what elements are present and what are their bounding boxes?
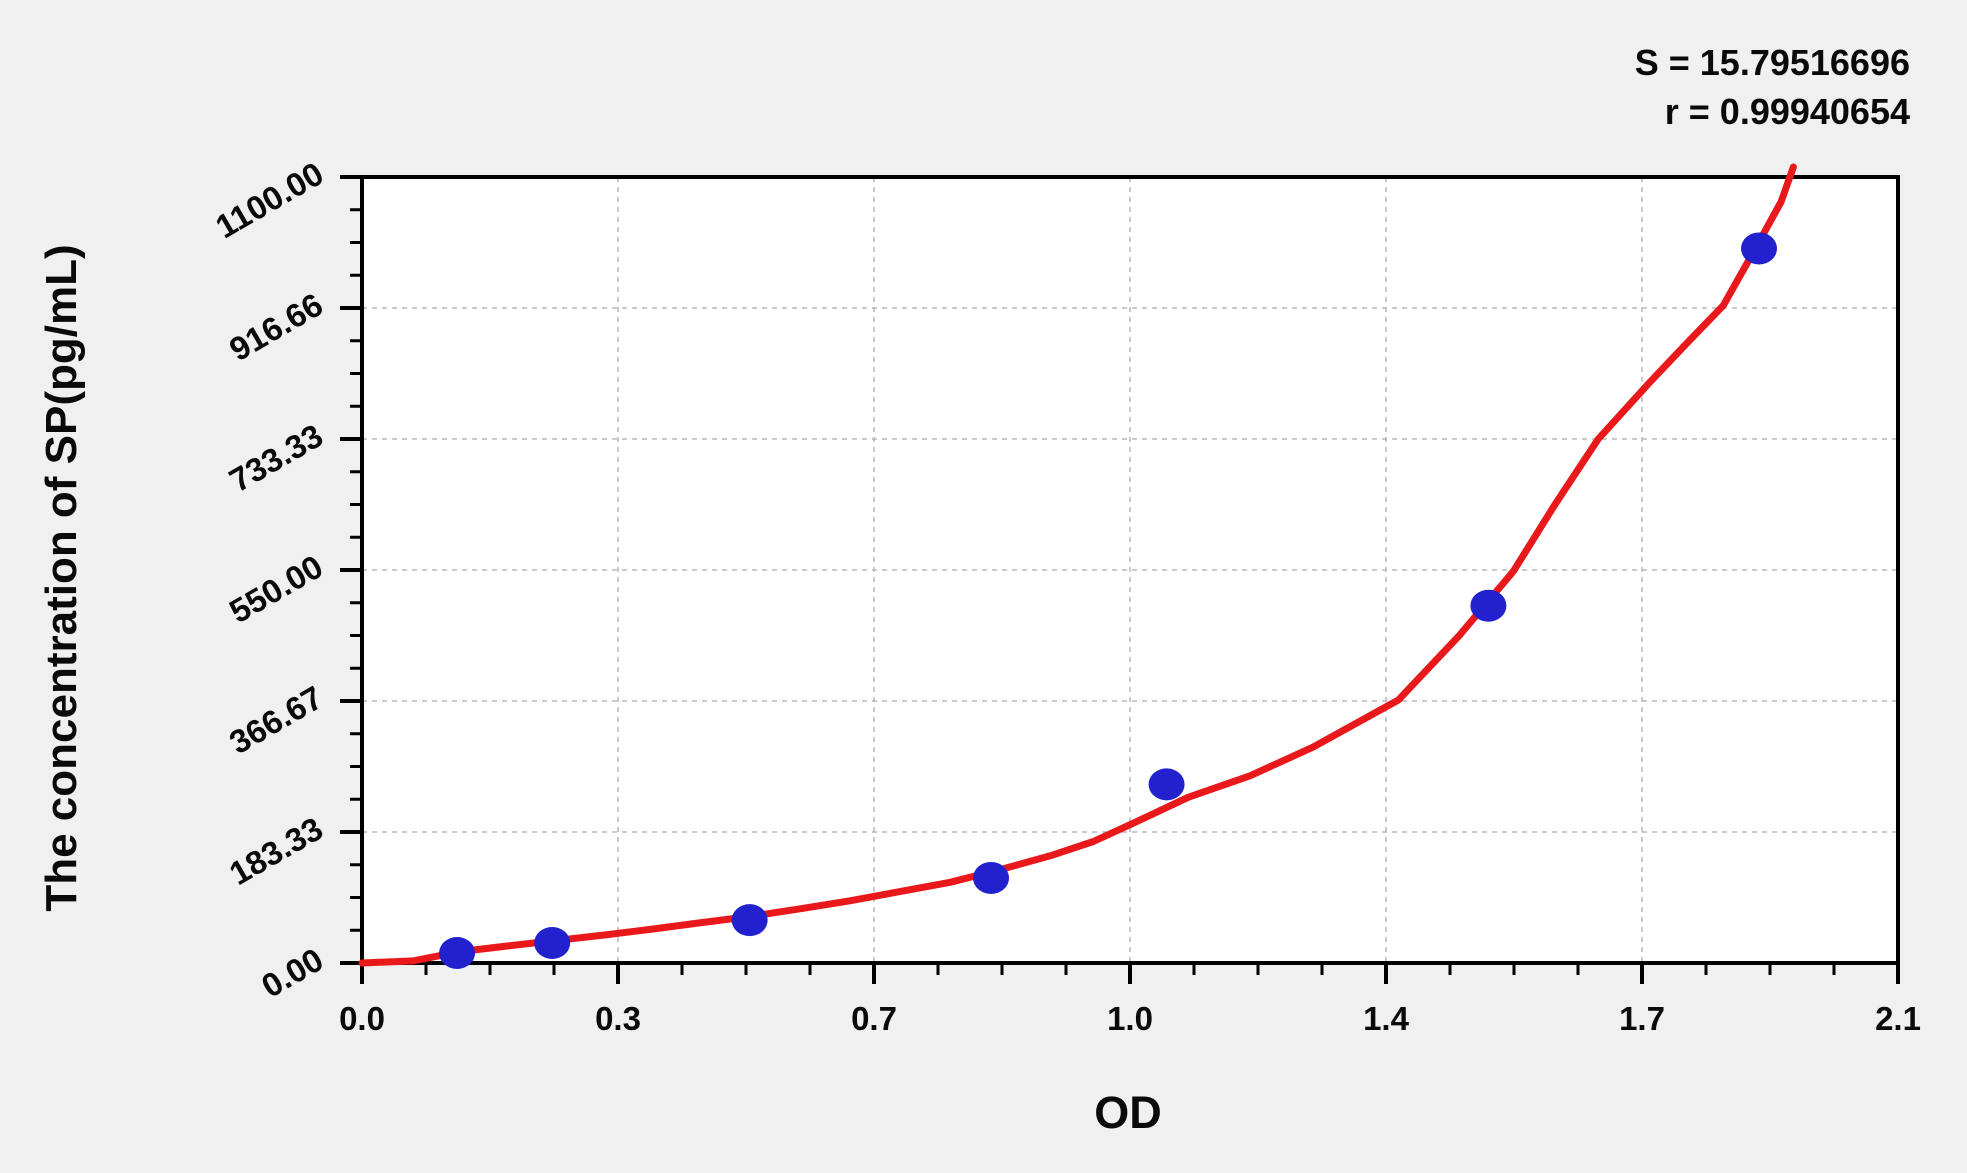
- gridlines: [362, 177, 1898, 963]
- stat-r-value: r = 0.99940654: [1664, 91, 1910, 132]
- x-axis-title: OD: [1094, 1087, 1162, 1138]
- x-tick-label: 1.4: [1363, 1000, 1409, 1037]
- data-point: [1741, 232, 1778, 265]
- x-tick-label: 0.3: [595, 1000, 641, 1037]
- data-point: [439, 936, 476, 969]
- x-tick-label: 1.7: [1619, 1000, 1665, 1037]
- x-tick-label: 0.7: [851, 1000, 897, 1037]
- data-point: [731, 904, 768, 937]
- plot-border: [360, 175, 1900, 965]
- x-tick-label: 0.0: [339, 1000, 385, 1037]
- data-point: [1470, 589, 1507, 622]
- data-point: [534, 926, 571, 959]
- fit-statistics: S = 15.79516696 r = 0.99940654: [1635, 38, 1910, 136]
- fit-curve-line: [358, 163, 1797, 967]
- data-point: [1148, 768, 1185, 801]
- x-tick-label: 1.0: [1107, 1000, 1153, 1037]
- data-points: [439, 232, 1778, 969]
- stat-s-value: S = 15.79516696: [1634, 42, 1910, 83]
- x-tick-label: 2.1: [1875, 1000, 1921, 1037]
- data-point: [973, 861, 1010, 894]
